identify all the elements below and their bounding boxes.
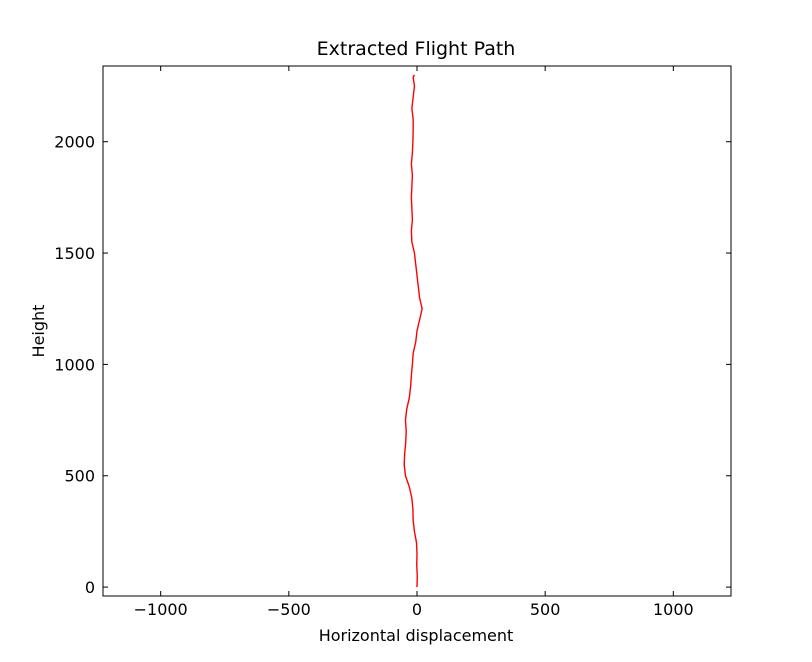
- y-axis-label: Height: [29, 305, 48, 358]
- x-tick-label: −1000: [134, 600, 188, 619]
- x-tick-label: −500: [267, 600, 311, 619]
- series-layer: [403, 74, 423, 588]
- x-tick-label: 500: [530, 600, 561, 619]
- x-axis-label: Horizontal displacement: [319, 626, 514, 645]
- x-axis-ticks: −1000 −500 0 500 1000: [134, 66, 694, 619]
- x-tick-label: 1000: [653, 600, 694, 619]
- x-tick-label: 0: [412, 600, 422, 619]
- chart-title: Extracted Flight Path: [317, 38, 516, 60]
- y-tick-label: 1000: [54, 355, 95, 374]
- y-tick-label: 500: [64, 467, 95, 486]
- flight-path-line: [403, 74, 423, 588]
- y-axis-ticks: 0 500 1000 1500 2000: [54, 133, 731, 597]
- y-tick-label: 1500: [54, 244, 95, 263]
- y-tick-label: 2000: [54, 133, 95, 152]
- y-tick-label: 0: [85, 578, 95, 597]
